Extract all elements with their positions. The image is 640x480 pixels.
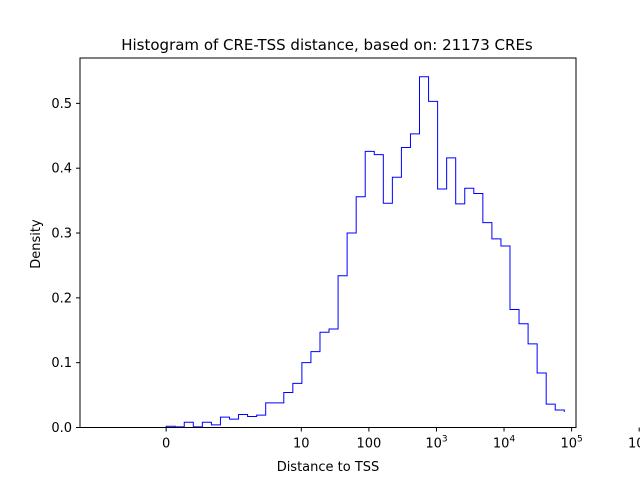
x-tick-label: 103 — [425, 435, 447, 452]
y-axis-ticks: 0.0 0.1 0.2 0.3 0.4 0.5 — [51, 97, 80, 436]
chart-title-group: Histogram of CRE-TSS distance, based on:… — [121, 36, 533, 54]
histogram-step-line — [165, 76, 565, 428]
y-tick-label: 0.2 — [51, 291, 72, 306]
histogram-steps — [165, 76, 565, 428]
x-axis-ticks: 0 10 100 103 104 105 106 — [162, 427, 640, 452]
x-tick-label: 10 — [293, 437, 310, 452]
y-tick-label: 0.3 — [51, 227, 72, 242]
x-tick-label: 0 — [162, 437, 170, 452]
chart-title: Histogram of CRE-TSS distance, based on:… — [121, 36, 533, 54]
y-tick-label: 0.5 — [51, 97, 72, 112]
x-tick-label: 106 — [628, 435, 640, 452]
y-tick-label: 0.4 — [51, 162, 72, 177]
y-tick-label: 0.1 — [51, 356, 72, 371]
x-tick-label: 105 — [560, 435, 582, 452]
y-tick-label: 0.0 — [51, 421, 72, 436]
y-axis-label: Density — [29, 219, 44, 269]
x-axis-label: Distance to TSS — [277, 460, 380, 475]
x-tick-label: 100 — [356, 437, 381, 452]
x-tick-label: 104 — [493, 435, 516, 452]
axes-frame — [79, 57, 577, 428]
